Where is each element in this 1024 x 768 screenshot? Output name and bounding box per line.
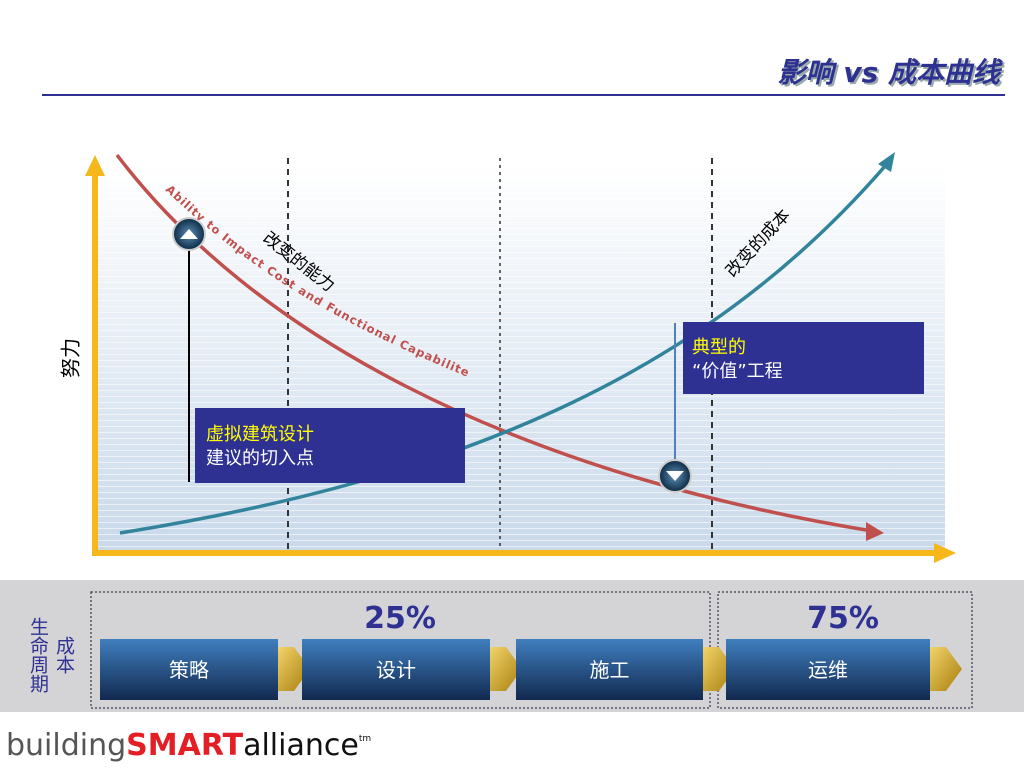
down-chevron [666, 471, 684, 481]
callout-box [195, 408, 465, 483]
share: 25% [364, 601, 436, 636]
up-chevron [180, 229, 198, 239]
y-label: 努力 [59, 338, 83, 378]
phase-box [100, 639, 278, 700]
title-shadow: 影响 vs 成本曲线 [780, 58, 1005, 91]
share: 75% [807, 601, 879, 636]
phase-arrow [930, 647, 962, 691]
axes [85, 155, 956, 563]
lifecycle-label-line: 成本 [53, 636, 75, 674]
lifecycle-label: 生命周期 成本 [27, 617, 75, 693]
logo-part: tm [359, 734, 371, 744]
callout-text: 虚拟建筑设计 [206, 424, 314, 445]
phase-label: 设计 [376, 658, 416, 682]
logo: buildingSMARTalliancetm [6, 728, 371, 763]
lifecycle-label-line: 生命周期 [27, 617, 49, 693]
cost-arrow [878, 152, 895, 172]
phase-box [516, 639, 703, 700]
y-arrow [85, 155, 105, 176]
callout-box [683, 322, 924, 394]
phase-box [302, 639, 490, 700]
phase-label: 策略 [169, 658, 209, 682]
phase-label: 施工 [590, 658, 630, 682]
phases: 策略 设计 施工 运维 [100, 639, 962, 700]
cost-curve [119, 163, 888, 535]
callout-text: “价值”工程 [692, 361, 783, 382]
phase-arrow [490, 647, 522, 691]
logo-part: SMART [126, 728, 243, 763]
title: 影响 vs 成本曲线 [778, 56, 1003, 89]
y-axis [92, 170, 98, 556]
callout-text: 建议的切入点 [206, 448, 314, 469]
ability-arrow [866, 522, 884, 541]
phase-dividers [287, 158, 713, 553]
logo-part: alliance [243, 728, 359, 763]
x-axis [92, 550, 938, 556]
callout-text: 典型的 [692, 337, 746, 358]
x-arrow [934, 543, 956, 563]
phase-box [726, 639, 930, 700]
phase-label: 运维 [808, 658, 848, 682]
logo-part: building [6, 728, 126, 763]
